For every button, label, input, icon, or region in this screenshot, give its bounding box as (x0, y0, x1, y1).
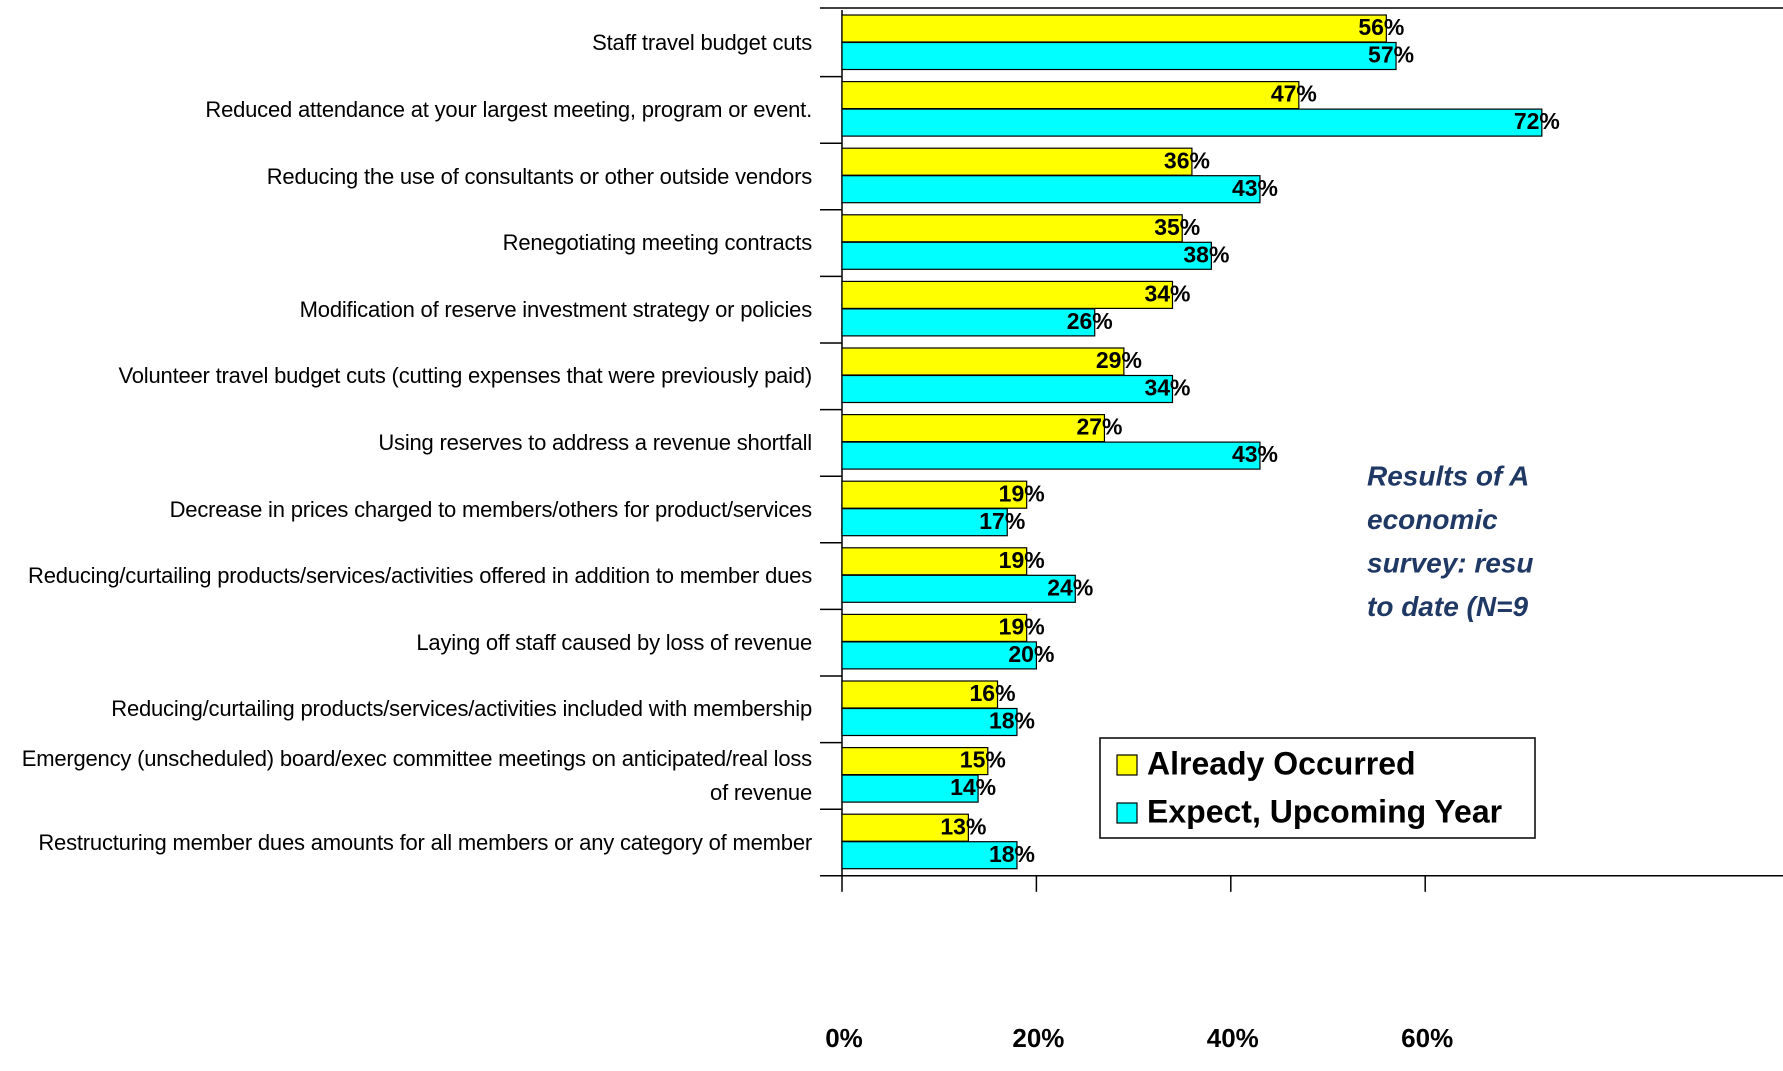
category-label: Reduced attendance at your largest meeti… (0, 93, 812, 127)
value-label: 43% (1232, 441, 1278, 467)
category-label: Volunteer travel budget cuts (cutting ex… (0, 359, 812, 393)
bar (842, 242, 1211, 269)
bar (842, 148, 1192, 175)
annotation: to date (N=9 (1367, 591, 1528, 622)
value-label: 24% (1047, 574, 1093, 600)
value-label: 56% (1358, 14, 1404, 40)
legend-label: Expect, Upcoming Year (1147, 793, 1502, 829)
category-label: Modification of reserve investment strat… (0, 293, 812, 327)
value-label: 17% (979, 508, 1025, 534)
bar (842, 281, 1172, 308)
value-label: 18% (989, 708, 1035, 734)
value-label: 13% (940, 813, 986, 839)
value-label: 27% (1076, 414, 1122, 440)
value-label: 26% (1067, 308, 1113, 334)
x-tick-label: 40% (1207, 1023, 1259, 1053)
x-tick-label: 60% (1401, 1023, 1453, 1053)
value-label: 20% (1008, 641, 1054, 667)
bar (842, 176, 1260, 203)
value-label: 35% (1154, 214, 1200, 240)
value-label: 34% (1144, 280, 1190, 306)
value-label: 19% (999, 480, 1045, 506)
value-label: 19% (999, 547, 1045, 573)
value-label: 36% (1164, 147, 1210, 173)
category-label: Restructuring member dues amounts for al… (0, 826, 812, 860)
value-label: 43% (1232, 175, 1278, 201)
annotation: economic (1367, 504, 1498, 535)
bar (842, 43, 1396, 70)
value-label: 16% (970, 680, 1016, 706)
bar (842, 415, 1104, 442)
annotation: survey: resu (1367, 547, 1534, 578)
bar (842, 109, 1542, 136)
bar (842, 575, 1075, 602)
bar (842, 376, 1172, 403)
bar (842, 15, 1386, 42)
x-tick-label: 0% (825, 1023, 863, 1053)
chart: 0% 20% 40% 60% 56%57% 47% 72% 36% 43% 35%38% 34% 26… (0, 0, 1783, 1071)
category-label: Reducing the use of consultants or other… (0, 160, 812, 194)
category-label: Reducing/curtailing products/services/ac… (0, 559, 812, 593)
legend-label: Already Occurred (1147, 745, 1416, 781)
category-label: Laying off staff caused by loss of reven… (0, 626, 812, 660)
category-label: Renegotiating meeting contracts (0, 226, 812, 260)
value-label: 18% (989, 841, 1035, 867)
value-label: 72% (1514, 108, 1560, 134)
value-label: 47% (1271, 81, 1317, 107)
bar (842, 215, 1182, 242)
legend-swatch (1117, 803, 1137, 823)
category-label: Reducing/curtailing products/services/ac… (0, 692, 812, 726)
value-label: 34% (1144, 375, 1190, 401)
bar (842, 442, 1260, 469)
bar (842, 82, 1299, 109)
bar (842, 348, 1124, 375)
bar (842, 309, 1095, 336)
value-label: 14% (950, 774, 996, 800)
category-label: Emergency (unscheduled) board/exec commi… (0, 742, 812, 810)
value-label: 29% (1096, 347, 1142, 373)
annotation: Results of A (1367, 460, 1529, 491)
value-label: 38% (1183, 241, 1229, 267)
category-label: Staff travel budget cuts (0, 26, 812, 60)
category-label: Decrease in prices charged to members/ot… (0, 493, 812, 527)
legend-swatch (1117, 755, 1137, 775)
value-label: 15% (960, 747, 1006, 773)
bar (842, 642, 1036, 669)
x-tick-label: 20% (1012, 1023, 1064, 1053)
category-label: Using reserves to address a revenue shor… (0, 426, 812, 460)
value-label: 19% (999, 613, 1045, 639)
value-label: 57% (1368, 42, 1414, 68)
